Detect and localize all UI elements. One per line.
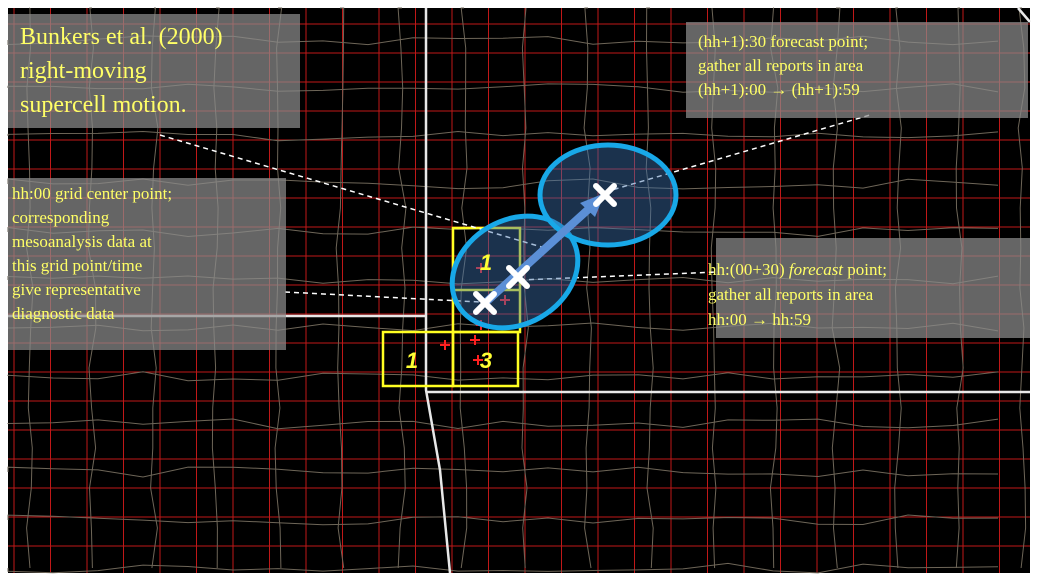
text: point; [843, 260, 887, 279]
county-line [7, 562, 999, 574]
leader-lines [159, 114, 871, 303]
county-line [583, 7, 592, 569]
annotation-line: supercell motion. [20, 92, 187, 118]
annotation-box [716, 238, 1030, 338]
annotation-line: (hh+1):00 → (hh+1):59 [698, 80, 860, 99]
annotation-line: hh:(00+30) forecast point; [708, 260, 887, 279]
annotation-line: give representative [12, 280, 141, 299]
annotation-box [8, 178, 286, 350]
grid-label: 1 [406, 348, 418, 373]
grid-label: 3 [480, 348, 492, 373]
county-line [397, 7, 407, 569]
points [473, 183, 617, 315]
county-line [7, 514, 999, 526]
text: hh:(00+30) [708, 260, 789, 279]
county-line [459, 7, 468, 569]
county-line [7, 418, 999, 430]
annotation-line: gather all reports in area [708, 285, 874, 304]
annotation-line: corresponding [12, 208, 110, 227]
county-line [335, 7, 345, 569]
annotation-line: this grid point/time [12, 256, 142, 275]
title-box [8, 14, 300, 128]
annotation-line: hh:00 → hh:59 [708, 310, 811, 329]
county-line [7, 130, 999, 142]
text: forecast [789, 260, 844, 279]
county-line [7, 466, 999, 478]
county-line [7, 371, 999, 382]
grid-label: 1 [480, 250, 492, 275]
annotation-line: (hh+1):30 forecast point; [698, 32, 868, 51]
annotation-line: gather all reports in area [698, 56, 864, 75]
annotation-line: hh:00 grid center point; [12, 184, 172, 203]
annotation-line: right-moving [20, 58, 147, 84]
annotation-box [686, 22, 1028, 118]
annotation-line: diagnostic data [12, 304, 115, 323]
county-line [521, 7, 529, 569]
annotation-line: mesoanalysis data at [12, 232, 152, 251]
annotation-line: Bunkers et al. (2000) [20, 24, 223, 50]
